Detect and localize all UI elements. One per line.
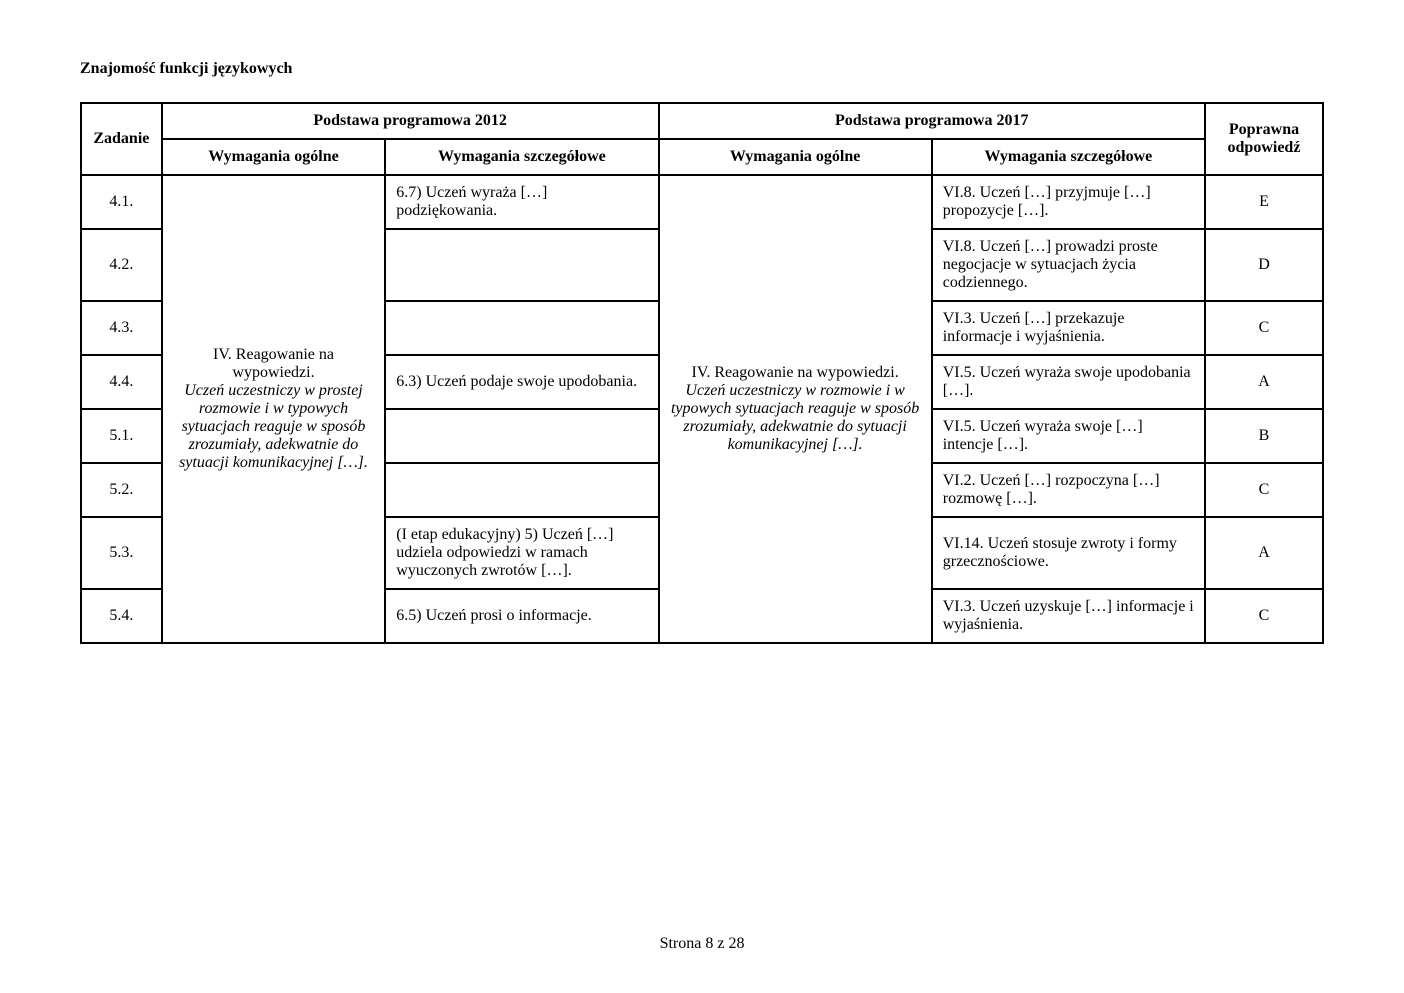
cell-task-id: 5.2. <box>81 463 162 517</box>
ogolne2012-italic: Uczeń uczestniczy w prostej rozmowie i w… <box>173 382 375 472</box>
cell-szcz2012: (I etap edukacyjny) 5) Uczeń […] udziela… <box>385 517 658 589</box>
cell-szcz2012 <box>385 301 658 355</box>
table-row: 4.1. IV. Reagowanie na wypowiedzi. Uczeń… <box>81 175 1323 229</box>
cell-answer: C <box>1205 589 1323 643</box>
cell-task-id: 4.3. <box>81 301 162 355</box>
table-header-row-2: Wymagania ogólne Wymagania szczegółowe W… <box>81 139 1323 175</box>
cell-szcz2017: VI.5. Uczeń wyraża swoje […] intencje […… <box>932 409 1205 463</box>
cell-answer: D <box>1205 229 1323 301</box>
ogolne2012-main: IV. Reagowanie na wypowiedzi. <box>173 346 375 382</box>
header-poprawna: Poprawna odpowiedź <box>1205 103 1323 175</box>
page-footer: Strona 8 z 28 <box>0 935 1404 953</box>
cell-answer: C <box>1205 301 1323 355</box>
cell-answer: E <box>1205 175 1323 229</box>
cell-ogolne-2012: IV. Reagowanie na wypowiedzi. Uczeń ucze… <box>162 175 386 643</box>
cell-szcz2017: VI.5. Uczeń wyraża swoje upodobania […]. <box>932 355 1205 409</box>
header-wym-ogolne-2017: Wymagania ogólne <box>659 139 932 175</box>
cell-ogolne-2017: IV. Reagowanie na wypowiedzi. Uczeń ucze… <box>659 175 932 643</box>
cell-answer: A <box>1205 355 1323 409</box>
cell-szcz2017: VI.3. Uczeń […] przekazuje informacje i … <box>932 301 1205 355</box>
header-pp2017: Podstawa programowa 2017 <box>659 103 1205 139</box>
header-wym-szczegolowe-2012: Wymagania szczegółowe <box>385 139 658 175</box>
cell-task-id: 5.3. <box>81 517 162 589</box>
cell-szcz2017: VI.14. Uczeń stosuje zwroty i formy grze… <box>932 517 1205 589</box>
header-wym-ogolne-2012: Wymagania ogólne <box>162 139 386 175</box>
ogolne2017-italic: Uczeń uczestniczy w rozmowie i w typowyc… <box>670 382 921 454</box>
cell-szcz2012 <box>385 409 658 463</box>
cell-answer: C <box>1205 463 1323 517</box>
header-zadanie: Zadanie <box>81 103 162 175</box>
cell-answer: B <box>1205 409 1323 463</box>
table-header-row-1: Zadanie Podstawa programowa 2012 Podstaw… <box>81 103 1323 139</box>
cell-szcz2017: VI.3. Uczeń uzyskuje […] informacje i wy… <box>932 589 1205 643</box>
cell-szcz2012 <box>385 463 658 517</box>
cell-task-id: 4.2. <box>81 229 162 301</box>
ogolne2017-main: IV. Reagowanie na wypowiedzi. <box>670 364 921 382</box>
cell-task-id: 5.4. <box>81 589 162 643</box>
cell-szcz2012: 6.7) Uczeń wyraża […] podziękowania. <box>385 175 658 229</box>
cell-szcz2012: 6.5) Uczeń prosi o informacje. <box>385 589 658 643</box>
cell-szcz2017: VI.8. Uczeń […] prowadzi proste negocjac… <box>932 229 1205 301</box>
cell-szcz2017: VI.2. Uczeń […] rozpoczyna […] rozmowę [… <box>932 463 1205 517</box>
cell-answer: A <box>1205 517 1323 589</box>
header-wym-szczegolowe-2017: Wymagania szczegółowe <box>932 139 1205 175</box>
section-title: Znajomość funkcji językowych <box>80 60 1324 78</box>
cell-task-id: 4.4. <box>81 355 162 409</box>
requirements-table: Zadanie Podstawa programowa 2012 Podstaw… <box>80 102 1324 644</box>
cell-szcz2017: VI.8. Uczeń […] przyjmuje […] propozycje… <box>932 175 1205 229</box>
cell-task-id: 4.1. <box>81 175 162 229</box>
cell-szcz2012 <box>385 229 658 301</box>
header-pp2012: Podstawa programowa 2012 <box>162 103 659 139</box>
cell-szcz2012: 6.3) Uczeń podaje swoje upodobania. <box>385 355 658 409</box>
cell-task-id: 5.1. <box>81 409 162 463</box>
